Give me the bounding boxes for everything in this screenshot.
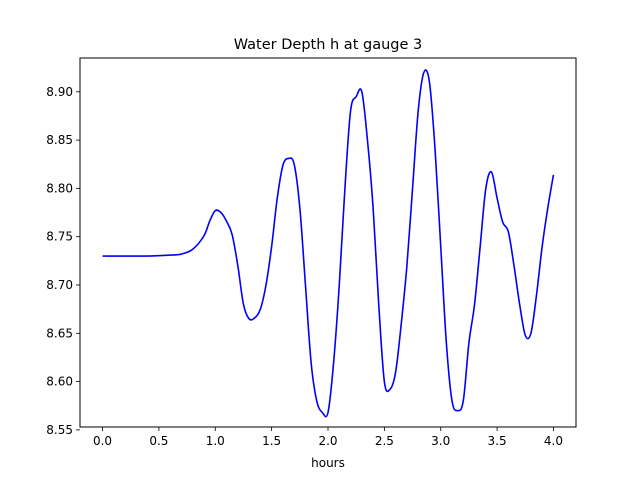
x-axis-label: hours	[311, 456, 345, 470]
x-tick-label: 0.5	[149, 434, 168, 448]
x-tick-label: 1.0	[206, 434, 225, 448]
x-tick-label: 3.5	[488, 434, 507, 448]
y-tick-label: 8.80	[46, 181, 73, 195]
y-tick-label: 8.75	[46, 230, 73, 244]
x-tick-label: 1.5	[262, 434, 281, 448]
y-tick-label: 8.90	[46, 85, 73, 99]
y-tick-label: 8.55	[46, 423, 73, 437]
y-tick-label: 8.70	[46, 278, 73, 292]
x-tick-label: 3.0	[431, 434, 450, 448]
chart-title: Water Depth h at gauge 3	[234, 37, 422, 53]
y-axis: 8.55 8.60 8.65 8.70 8.75 8.80 8.85 8.90	[46, 85, 80, 437]
x-axis: 0.0 0.5 1.0 1.5 2.0 2.5 3.0 3.5 4.0	[93, 427, 563, 448]
x-tick-label: 0.0	[93, 434, 112, 448]
x-tick-label: 4.0	[544, 434, 563, 448]
y-tick-label: 8.85	[46, 133, 73, 147]
y-tick-label: 8.60	[46, 375, 73, 389]
x-tick-label: 2.0	[318, 434, 337, 448]
series-line	[102, 69, 555, 418]
x-tick-label: 2.5	[375, 434, 394, 448]
y-tick-label: 8.65	[46, 326, 73, 340]
